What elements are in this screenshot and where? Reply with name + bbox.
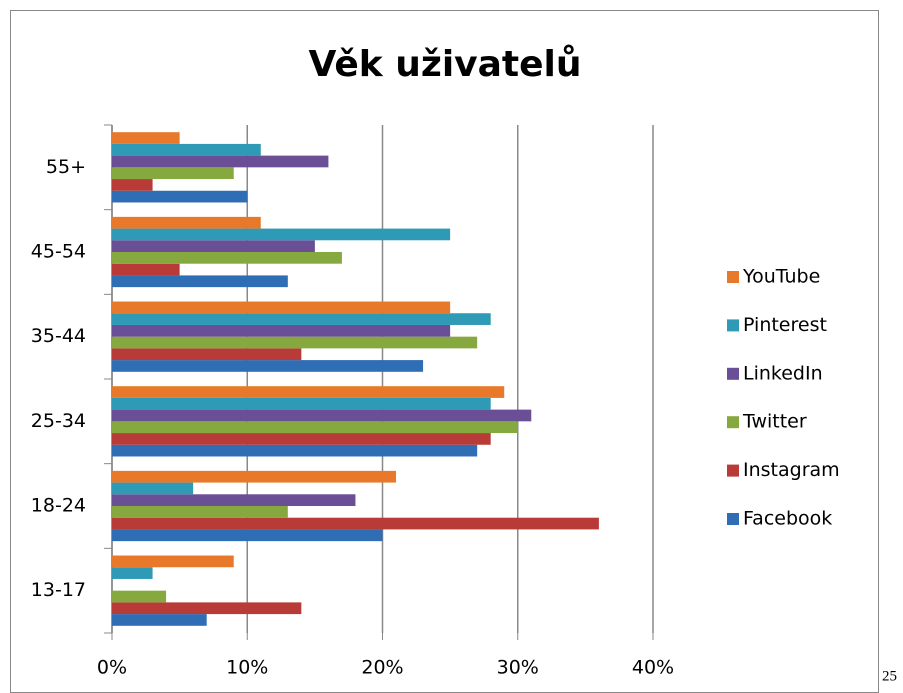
bar — [112, 470, 397, 483]
bar — [112, 421, 518, 434]
bar — [112, 494, 356, 506]
bar — [112, 386, 505, 398]
legend-swatch — [727, 513, 739, 525]
legend-swatch — [727, 464, 739, 477]
bar — [112, 216, 261, 229]
y-tick-label: 13-17 — [31, 579, 86, 601]
x-tick-label: 20% — [361, 657, 403, 679]
bar — [112, 313, 491, 325]
bar — [112, 275, 288, 288]
y-tick-label: 55+ — [46, 156, 86, 178]
bar — [112, 482, 194, 495]
bar — [112, 240, 315, 252]
bar — [112, 409, 532, 422]
bar — [112, 517, 599, 530]
bar — [112, 190, 248, 203]
legend-swatch — [727, 271, 739, 283]
bar — [112, 301, 451, 314]
bar — [112, 397, 491, 410]
bar — [112, 179, 153, 191]
legend-label: YouTube — [742, 266, 820, 288]
page-number: 25 — [882, 668, 897, 684]
legend-swatch — [727, 416, 739, 429]
bar — [112, 360, 424, 372]
bar — [112, 324, 451, 337]
x-tick-label: 40% — [632, 657, 674, 679]
bar — [112, 602, 302, 615]
bar — [112, 228, 451, 241]
y-tick-label: 18-24 — [31, 495, 86, 517]
bar — [112, 143, 261, 156]
legend-swatch — [727, 367, 739, 380]
bar — [112, 155, 329, 168]
legend-label: Instagram — [743, 459, 840, 481]
chart-title: Věk uživatelů — [308, 44, 581, 85]
x-tick-label: 0% — [97, 657, 127, 679]
y-tick-label: 35-44 — [31, 325, 86, 347]
x-tick-label: 30% — [497, 657, 539, 679]
legend-label: LinkedIn — [743, 362, 823, 384]
bar — [112, 132, 180, 144]
bar — [112, 529, 383, 542]
x-tick-label: 10% — [226, 657, 268, 679]
bar — [112, 252, 342, 264]
bar — [112, 348, 302, 361]
bar — [112, 336, 478, 349]
bar — [112, 444, 478, 457]
bar — [112, 614, 207, 626]
bar — [112, 590, 167, 603]
legend-swatch — [727, 319, 739, 332]
bar — [112, 506, 288, 518]
bar — [112, 555, 234, 568]
bar — [112, 167, 234, 180]
legend-label: Pinterest — [743, 314, 827, 336]
y-tick-label: 45-54 — [31, 241, 86, 263]
y-tick-label: 25-34 — [31, 410, 86, 432]
bar — [112, 433, 491, 445]
legend-label: Facebook — [743, 508, 832, 530]
bar — [112, 567, 153, 579]
bar — [112, 263, 180, 276]
legend-label: Twitter — [742, 411, 807, 433]
